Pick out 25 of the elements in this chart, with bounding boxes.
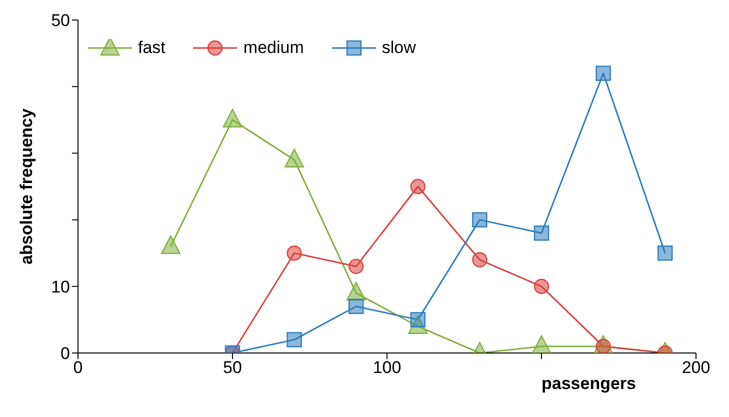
y-axis-title: absolute frequency	[17, 108, 36, 264]
point	[472, 252, 488, 268]
x-tick-label: 200	[682, 358, 710, 378]
y-tick-label: 0	[60, 344, 70, 364]
x-axis-title: passengers	[542, 374, 636, 393]
point	[348, 258, 364, 274]
y-tick-label: 50	[51, 11, 70, 30]
point	[348, 298, 364, 314]
x-tick-label: 50	[223, 358, 242, 378]
point	[596, 66, 611, 81]
x-tick-label: 0	[73, 358, 83, 378]
legend-label: fast	[138, 38, 166, 58]
legend-label: slow	[382, 38, 416, 58]
point	[286, 246, 302, 261]
x-tick-label: 100	[372, 358, 402, 378]
y-tick-label: 10	[51, 277, 70, 296]
point	[472, 212, 488, 228]
point	[534, 226, 550, 241]
point	[658, 246, 673, 261]
point	[286, 332, 302, 348]
point	[532, 335, 552, 353]
legend-label: medium	[243, 38, 304, 58]
point	[161, 235, 180, 254]
point	[534, 278, 550, 294]
point	[410, 178, 426, 194]
